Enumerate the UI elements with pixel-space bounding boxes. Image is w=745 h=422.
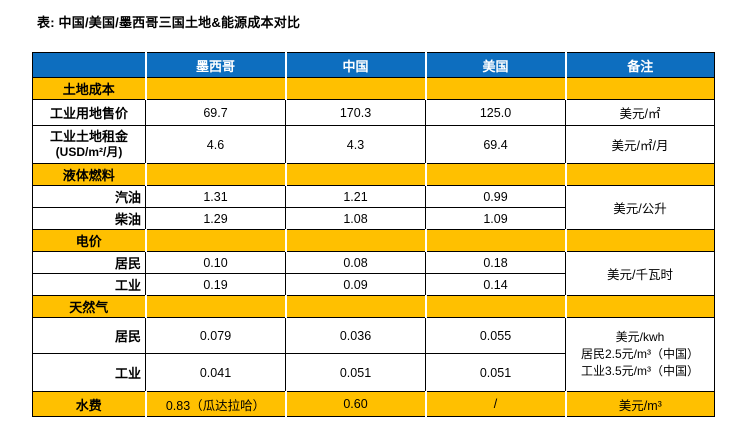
cell-land-rent-mx: 4.6 (145, 125, 286, 164)
cell-diesel-mx: 1.29 (145, 207, 286, 230)
row-label-elec-residential: 居民 (32, 251, 146, 274)
header-china: 中国 (284, 52, 427, 78)
row-label-gas-industrial: 工业 (32, 353, 146, 392)
cell-elec-res-cn: 0.08 (285, 251, 426, 274)
cell-diesel-cn: 1.08 (285, 207, 426, 230)
cell-gasoline-us: 0.99 (425, 185, 566, 208)
cell-elec-res-mx: 0.10 (145, 251, 286, 274)
cell-diesel-us: 1.09 (425, 207, 566, 230)
row-land-rent: 工业土地租金 (USD/m²/月) 4.6 4.3 69.4 美元/㎡/月 (32, 125, 715, 164)
cell-gas-res-us: 0.055 (425, 317, 566, 354)
row-gas-industrial: 工业 0.041 0.051 0.051 (32, 353, 715, 392)
cell-gas-ind-us: 0.051 (425, 353, 566, 392)
section-label-gas: 天然气 (32, 295, 147, 318)
cell-land-price-us: 125.0 (425, 99, 566, 126)
note-land-price: 美元/㎡ (565, 99, 715, 126)
section-row-fuel: 液体燃料 (32, 163, 715, 186)
gas-note-line2: 居民2.5元/m³（中国） (580, 347, 699, 361)
cost-comparison-table: 墨西哥 中国 美国 备注 土地成本 工业用地售价 69.7 170.3 125.… (32, 52, 715, 417)
cell-land-rent-cn: 4.3 (285, 125, 426, 164)
row-label-diesel: 柴油 (32, 207, 146, 230)
section-row-gas: 天然气 (32, 295, 715, 318)
cell-elec-res-us: 0.18 (425, 251, 566, 274)
row-label-elec-industrial: 工业 (32, 273, 146, 296)
note-gas: 美元/kwh 居民2.5元/m³（中国） 工业3.5元/m³（中国） (565, 317, 715, 392)
cell-elec-ind-cn: 0.09 (285, 273, 426, 296)
section-row-electricity: 电价 (32, 229, 715, 252)
row-label-land-price: 工业用地售价 (32, 99, 146, 126)
cell-land-price-cn: 170.3 (285, 99, 426, 126)
row-label-land-rent: 工业土地租金 (USD/m²/月) (32, 125, 146, 164)
header-usa: 美国 (424, 52, 567, 78)
cell-gas-res-mx: 0.079 (145, 317, 286, 354)
cell-gasoline-mx: 1.31 (145, 185, 286, 208)
cell-water-mx: 0.83（瓜达拉哈） (144, 391, 287, 417)
gas-note-line1: 美元/kwh (615, 330, 665, 344)
note-fuel: 美元/公升 (565, 185, 715, 230)
cell-water-us: / (424, 391, 567, 417)
row-gasoline: 汽油 1.31 1.21 0.99 美元/公升 (32, 185, 715, 230)
section-label-fuel: 液体燃料 (32, 163, 147, 186)
row-land-price: 工业用地售价 69.7 170.3 125.0 美元/㎡ (32, 99, 715, 126)
cell-land-price-mx: 69.7 (145, 99, 286, 126)
land-rent-label-line1: 工业土地租金 (49, 129, 128, 144)
gas-note-line3: 工业3.5元/m³（中国） (580, 364, 699, 378)
section-label-land: 土地成本 (32, 77, 147, 100)
section-label-electricity: 电价 (32, 229, 147, 252)
cell-gas-ind-mx: 0.041 (145, 353, 286, 392)
page-title: 表: 中国/美国/墨西哥三国土地&能源成本对比 (37, 15, 301, 30)
row-water: 水费 0.83（瓜达拉哈） 0.60 / 美元/m³ (32, 391, 715, 417)
cell-elec-ind-us: 0.14 (425, 273, 566, 296)
header-mexico: 墨西哥 (144, 52, 287, 78)
cell-water-cn: 0.60 (284, 391, 427, 417)
land-rent-label-line2: (USD/m²/月) (55, 145, 123, 159)
note-electricity: 美元/千瓦时 (565, 251, 715, 296)
cell-gasoline-cn: 1.21 (285, 185, 426, 208)
header-empty-cell (32, 52, 147, 78)
cell-gas-ind-cn: 0.051 (285, 353, 426, 392)
row-label-water: 水费 (32, 391, 147, 417)
cell-land-rent-us: 69.4 (425, 125, 566, 164)
note-water: 美元/m³ (564, 391, 715, 417)
header-notes: 备注 (564, 52, 715, 78)
cell-gas-res-cn: 0.036 (285, 317, 426, 354)
row-label-gasoline: 汽油 (32, 185, 146, 208)
section-row-land: 土地成本 (32, 77, 715, 100)
row-elec-residential: 居民 0.10 0.08 0.18 美元/千瓦时 (32, 251, 715, 296)
cell-elec-ind-mx: 0.19 (145, 273, 286, 296)
header-row: 墨西哥 中国 美国 备注 (32, 52, 715, 78)
row-gas-residential: 居民 0.079 0.036 0.055 美元/kwh 居民2.5元/m³（中国… (32, 317, 715, 392)
row-label-gas-residential: 居民 (32, 317, 146, 354)
note-land-rent: 美元/㎡/月 (565, 125, 715, 164)
